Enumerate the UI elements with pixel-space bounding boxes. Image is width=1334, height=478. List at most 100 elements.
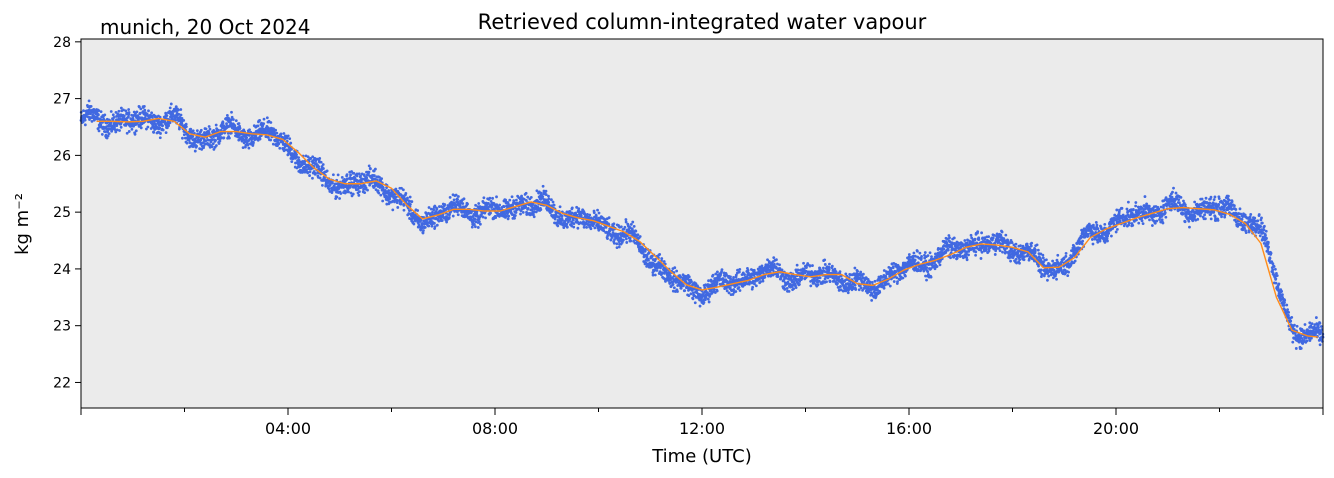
scatter-point: [118, 129, 121, 132]
scatter-point: [795, 270, 798, 274]
scatter-point: [416, 209, 420, 212]
scatter-point: [237, 122, 241, 125]
scatter-point: [519, 212, 522, 216]
scatter-point: [856, 269, 859, 273]
scatter-point: [1009, 259, 1012, 263]
scatter-point: [729, 277, 733, 281]
scatter-point: [498, 203, 502, 207]
scatter-point: [913, 258, 917, 262]
scatter-point: [374, 167, 377, 171]
scatter-point: [974, 250, 978, 254]
scatter-point: [158, 136, 162, 140]
scatter-point: [1001, 250, 1004, 254]
scatter-point: [505, 214, 508, 218]
scatter-point: [230, 110, 233, 114]
scatter-point: [822, 266, 825, 270]
scatter-point: [547, 197, 551, 201]
scatter-point: [254, 134, 258, 138]
scatter-point: [619, 225, 623, 229]
scatter-point: [472, 222, 476, 226]
scatter-point: [1064, 252, 1068, 255]
scatter-point: [1029, 244, 1033, 248]
scatter-point: [229, 131, 233, 135]
scatter-point: [430, 224, 434, 228]
scatter-point: [146, 125, 150, 129]
scatter-point: [549, 198, 553, 202]
scatter-point: [930, 255, 933, 259]
scatter-point: [846, 291, 850, 295]
scatter-point: [830, 264, 834, 268]
scatter-point: [715, 289, 719, 293]
scatter-point: [575, 205, 579, 209]
scatter-point: [873, 279, 877, 283]
scatter-point: [1005, 246, 1009, 250]
scatter-point: [532, 210, 536, 214]
scatter-point: [378, 175, 381, 179]
scatter-point: [526, 195, 530, 199]
scatter-point: [776, 275, 780, 278]
scatter-point: [1096, 227, 1100, 231]
scatter-point: [658, 270, 662, 274]
scatter-point: [861, 272, 865, 276]
scatter-point: [679, 275, 682, 279]
scatter-point: [925, 266, 929, 269]
scatter-point: [111, 113, 115, 117]
scatter-point: [585, 225, 588, 229]
scatter-point: [193, 149, 197, 153]
scatter-point: [556, 224, 560, 228]
scatter-point: [391, 208, 395, 212]
scatter-point: [514, 198, 518, 202]
scatter-point: [440, 219, 444, 222]
scatter-point: [572, 225, 576, 229]
scatter-point: [683, 289, 687, 293]
scatter-point: [660, 257, 664, 260]
scatter-point: [782, 278, 786, 282]
scatter-point: [1000, 230, 1004, 234]
scatter-point: [380, 177, 384, 181]
scatter-point: [1040, 273, 1044, 276]
scatter-point: [406, 196, 409, 200]
scatter-point: [474, 225, 477, 229]
scatter-point: [796, 268, 800, 272]
scatter-point: [352, 171, 356, 175]
scatter-point: [202, 146, 205, 150]
scatter-point: [737, 286, 741, 289]
scatter-point: [817, 279, 821, 283]
scatter-point: [631, 220, 635, 224]
scatter-point: [395, 198, 399, 202]
scatter-point: [895, 276, 899, 280]
scatter-point: [529, 196, 533, 199]
scatter-point: [1060, 260, 1064, 264]
scatter-point: [571, 218, 575, 222]
scatter-point: [1105, 237, 1109, 240]
scatter-point: [808, 264, 812, 268]
scatter-point: [143, 108, 147, 112]
scatter-point: [544, 193, 548, 197]
scatter-point: [278, 146, 282, 150]
scatter-point: [191, 135, 195, 138]
scatter-point: [168, 121, 172, 125]
scatter-point: [694, 282, 698, 286]
scatter-point: [673, 266, 677, 270]
scatter-point: [712, 287, 716, 291]
scatter-point: [221, 121, 225, 125]
scatter-point: [308, 170, 312, 174]
scatter-point: [551, 200, 555, 204]
scatter-point: [262, 122, 265, 126]
scatter-point: [828, 262, 831, 266]
scatter-point: [612, 241, 616, 245]
scatter-point: [653, 273, 657, 277]
scatter-point: [182, 118, 186, 122]
scatter-point: [165, 114, 169, 117]
scatter-point: [827, 267, 831, 271]
scatter-point: [82, 109, 85, 113]
scatter-point: [100, 133, 104, 136]
scatter-point: [839, 288, 843, 292]
scatter-point: [946, 248, 950, 252]
scatter-point: [322, 167, 325, 170]
scatter-point: [603, 218, 607, 221]
scatter-point: [353, 176, 357, 180]
scatter-point: [946, 237, 949, 241]
scatter-point: [318, 156, 322, 160]
scatter-point: [606, 237, 609, 240]
